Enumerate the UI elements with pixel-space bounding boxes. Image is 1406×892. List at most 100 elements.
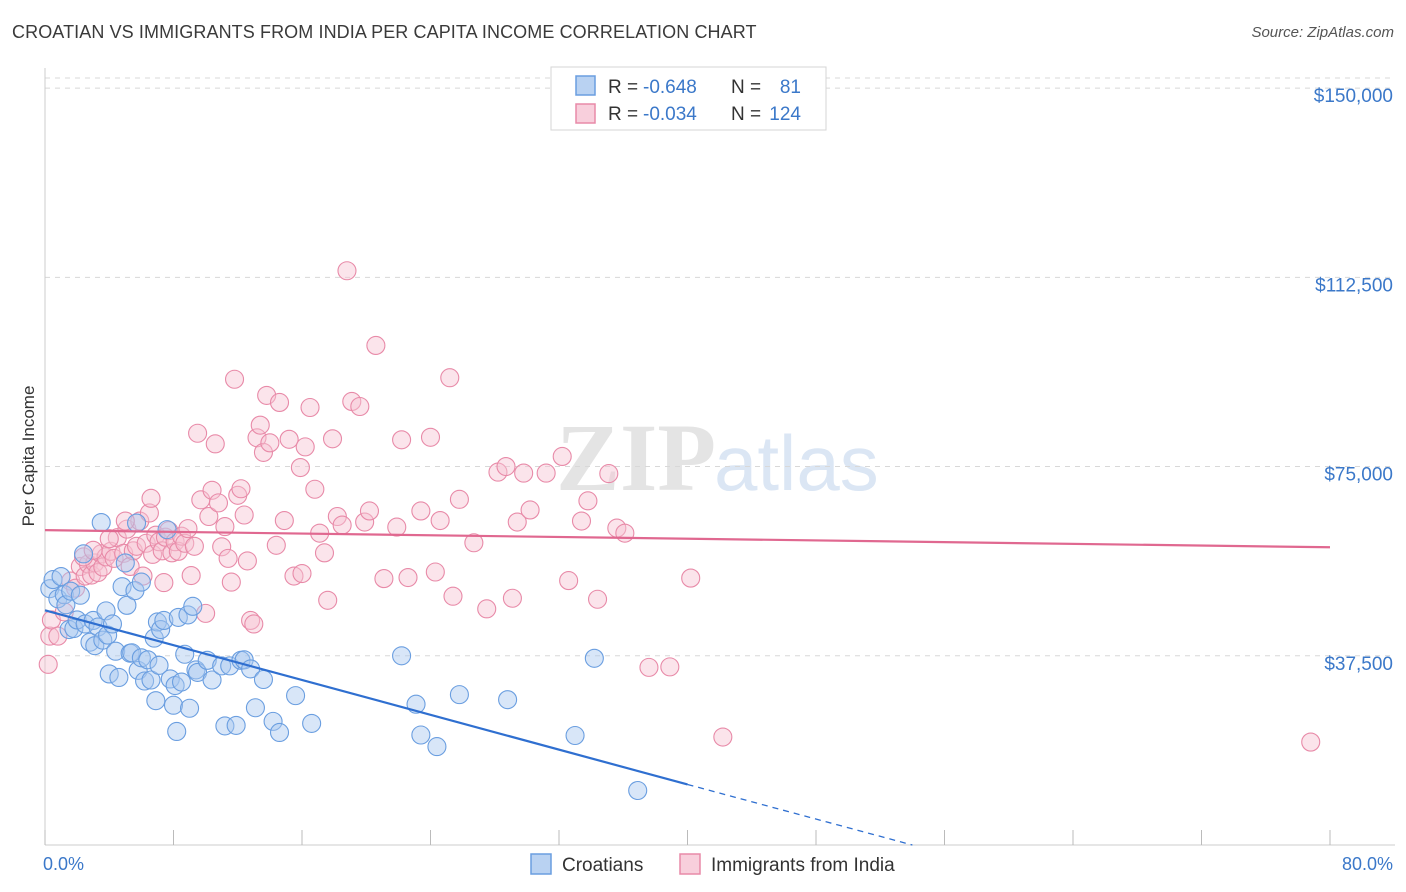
india-point-110	[587, 589, 608, 609]
india-point-1	[40, 626, 60, 646]
legend-r-value-2: -0.034	[643, 104, 697, 125]
india-point-90	[411, 501, 431, 521]
india-point-109	[578, 491, 598, 511]
watermark-atlas: atlas	[714, 419, 879, 507]
india-point-53	[224, 369, 245, 389]
croatian-point-80	[628, 780, 648, 801]
india-point-40	[181, 565, 201, 586]
croatian-point-48	[167, 721, 187, 742]
india-point-84	[359, 501, 380, 521]
chart-title: CROATIAN VS IMMIGRANTS FROM INDIA PER CA…	[12, 22, 757, 42]
bottom-legend-india: Immigrants from India	[711, 855, 895, 876]
croatian-point-35	[135, 671, 155, 691]
croatian-point-60	[215, 716, 235, 736]
croatian-point-23	[106, 641, 126, 661]
y-axis-title: Per Capita Income	[19, 386, 38, 527]
croatian-point-72	[392, 646, 412, 666]
croatian-point-69	[269, 722, 290, 743]
croatian-point-68	[263, 711, 283, 731]
india-point-34	[162, 543, 182, 563]
india-point-87	[387, 517, 407, 537]
india-point-8	[75, 566, 95, 586]
stats-legend: R = -0.648 N = 81 R = -0.034 N = 124	[550, 66, 827, 131]
croatian-point-67	[253, 669, 274, 690]
india-point-103	[514, 463, 534, 483]
croatian-point-75	[427, 737, 447, 757]
croatian-point-41	[149, 655, 169, 675]
india-point-24	[130, 511, 150, 531]
croatian-point-76	[449, 685, 469, 705]
croatian-point-10	[70, 585, 90, 605]
trend-lines	[44, 529, 1331, 846]
india-point-83	[355, 512, 375, 532]
croatian-points	[40, 513, 648, 801]
legend-r-label-1: R =	[608, 77, 638, 98]
croatian-point-32	[128, 660, 148, 680]
india-point-124	[154, 573, 174, 593]
india-point-113	[615, 523, 635, 543]
india-point-62	[253, 442, 274, 462]
india-point-25	[133, 566, 153, 586]
croatian-point-31	[127, 513, 147, 533]
croatian-point-44	[157, 520, 177, 540]
croatian-point-47	[165, 675, 185, 696]
y-tick-label-3: $150,000	[1314, 86, 1393, 107]
india-point-47	[205, 434, 225, 454]
croatian-point-58	[202, 670, 222, 690]
x-tick-max: 80.0%	[1342, 854, 1393, 874]
india-points	[38, 261, 1321, 752]
india-point-67	[274, 510, 294, 531]
legend-n-value-2: 124	[769, 104, 801, 125]
india-point-46	[202, 480, 222, 500]
india-point-56	[234, 505, 254, 525]
india-point-49	[212, 537, 232, 557]
croatian-point-74	[411, 725, 431, 745]
croatian-point-27	[117, 595, 137, 615]
india-point-97	[464, 533, 484, 553]
india-point-65	[266, 535, 286, 555]
india-point-73	[305, 479, 325, 499]
india-point-86	[374, 569, 394, 589]
india-point-3	[48, 626, 68, 646]
croatian-point-50	[171, 672, 192, 692]
india-point-93	[430, 510, 450, 531]
india-point-107	[559, 571, 579, 591]
y-tick-labels: $37,500 $75,000 $112,500 $150,000	[1314, 86, 1393, 675]
india-point-111	[599, 464, 619, 484]
india-point-66	[269, 392, 290, 413]
india-point-116	[681, 568, 701, 588]
india-point-114	[639, 657, 659, 677]
croatian-point-43	[154, 610, 174, 631]
legend-n-label-1: N =	[731, 77, 761, 98]
legend-swatch-croatians	[575, 75, 596, 96]
india-point-61	[250, 415, 270, 435]
croatian-point-66	[245, 698, 265, 718]
india-point-41	[184, 536, 204, 556]
croatian-point-37	[141, 670, 161, 690]
india-point-71	[295, 437, 315, 457]
x-tick-min: 0.0%	[43, 854, 84, 874]
india-point-105	[536, 463, 556, 483]
legend-n-value-1: 81	[780, 77, 801, 98]
croatian-point-3	[51, 566, 71, 587]
india-point-115	[660, 657, 680, 677]
india-point-27	[139, 503, 159, 523]
india-point-96	[449, 489, 469, 509]
india-point-121	[99, 529, 119, 549]
india-point-17	[104, 548, 124, 568]
y-tick-label-1: $75,000	[1324, 465, 1393, 486]
india-point-69	[284, 566, 304, 586]
india-point-125	[292, 563, 312, 584]
india-point-100	[496, 456, 516, 477]
bottom-legend-swatch-croatians	[530, 853, 552, 875]
india-point-89	[398, 568, 418, 588]
croatian-point-7	[61, 581, 81, 601]
croatian-point-46	[163, 695, 184, 715]
india-point-77	[322, 429, 343, 449]
croatian-point-77	[498, 690, 518, 710]
india-point-82	[350, 396, 370, 417]
watermark: ZIP atlas	[556, 404, 879, 511]
india-point-58	[241, 610, 261, 631]
croatian-point-79	[584, 648, 604, 668]
